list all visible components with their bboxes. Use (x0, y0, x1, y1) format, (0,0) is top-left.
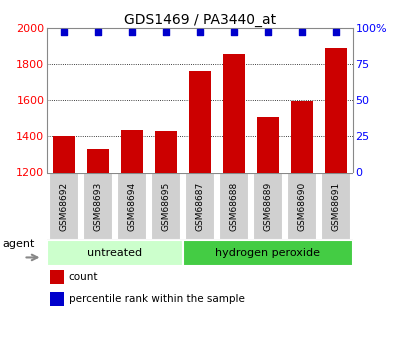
Text: GSM68687: GSM68687 (195, 181, 204, 231)
Text: GSM68695: GSM68695 (161, 181, 170, 231)
Bar (50, 292, 64, 306)
Bar (117, 172, 146, 240)
Bar (151, 172, 180, 240)
Bar (49, 172, 79, 240)
Point (230, 29, 236, 35)
Text: count: count (68, 272, 98, 282)
Bar (182, 240, 352, 266)
Bar (218, 172, 248, 240)
Text: GSM68691: GSM68691 (330, 181, 339, 231)
Bar (286, 172, 316, 240)
Text: percentile rank within the sample: percentile rank within the sample (68, 294, 244, 304)
Bar (189, 71, 210, 172)
Point (332, 29, 338, 35)
Point (298, 29, 304, 35)
Bar (121, 130, 143, 172)
Bar (290, 101, 312, 172)
Text: GSM68693: GSM68693 (93, 181, 102, 231)
Point (162, 29, 169, 35)
Bar (252, 172, 282, 240)
Bar (155, 131, 177, 172)
Point (196, 29, 203, 35)
Bar (256, 117, 278, 172)
Text: untreated: untreated (87, 248, 142, 258)
Title: GDS1469 / PA3440_at: GDS1469 / PA3440_at (124, 12, 275, 27)
Bar (324, 48, 346, 172)
Text: GSM68689: GSM68689 (263, 181, 272, 231)
Text: agent: agent (2, 239, 35, 249)
Point (61, 29, 67, 35)
Bar (83, 172, 113, 240)
Text: GSM68694: GSM68694 (127, 181, 136, 231)
Bar (222, 54, 244, 172)
Bar (50, 270, 64, 285)
Point (128, 29, 135, 35)
Text: hydrogen peroxide: hydrogen peroxide (215, 248, 319, 258)
Point (94, 29, 101, 35)
Text: GSM68692: GSM68692 (59, 181, 68, 231)
Text: GSM68688: GSM68688 (229, 181, 238, 231)
Bar (87, 149, 109, 172)
Bar (47, 240, 182, 266)
Bar (184, 172, 214, 240)
Bar (53, 136, 75, 172)
Bar (320, 172, 350, 240)
Point (264, 29, 270, 35)
Text: GSM68690: GSM68690 (297, 181, 306, 231)
